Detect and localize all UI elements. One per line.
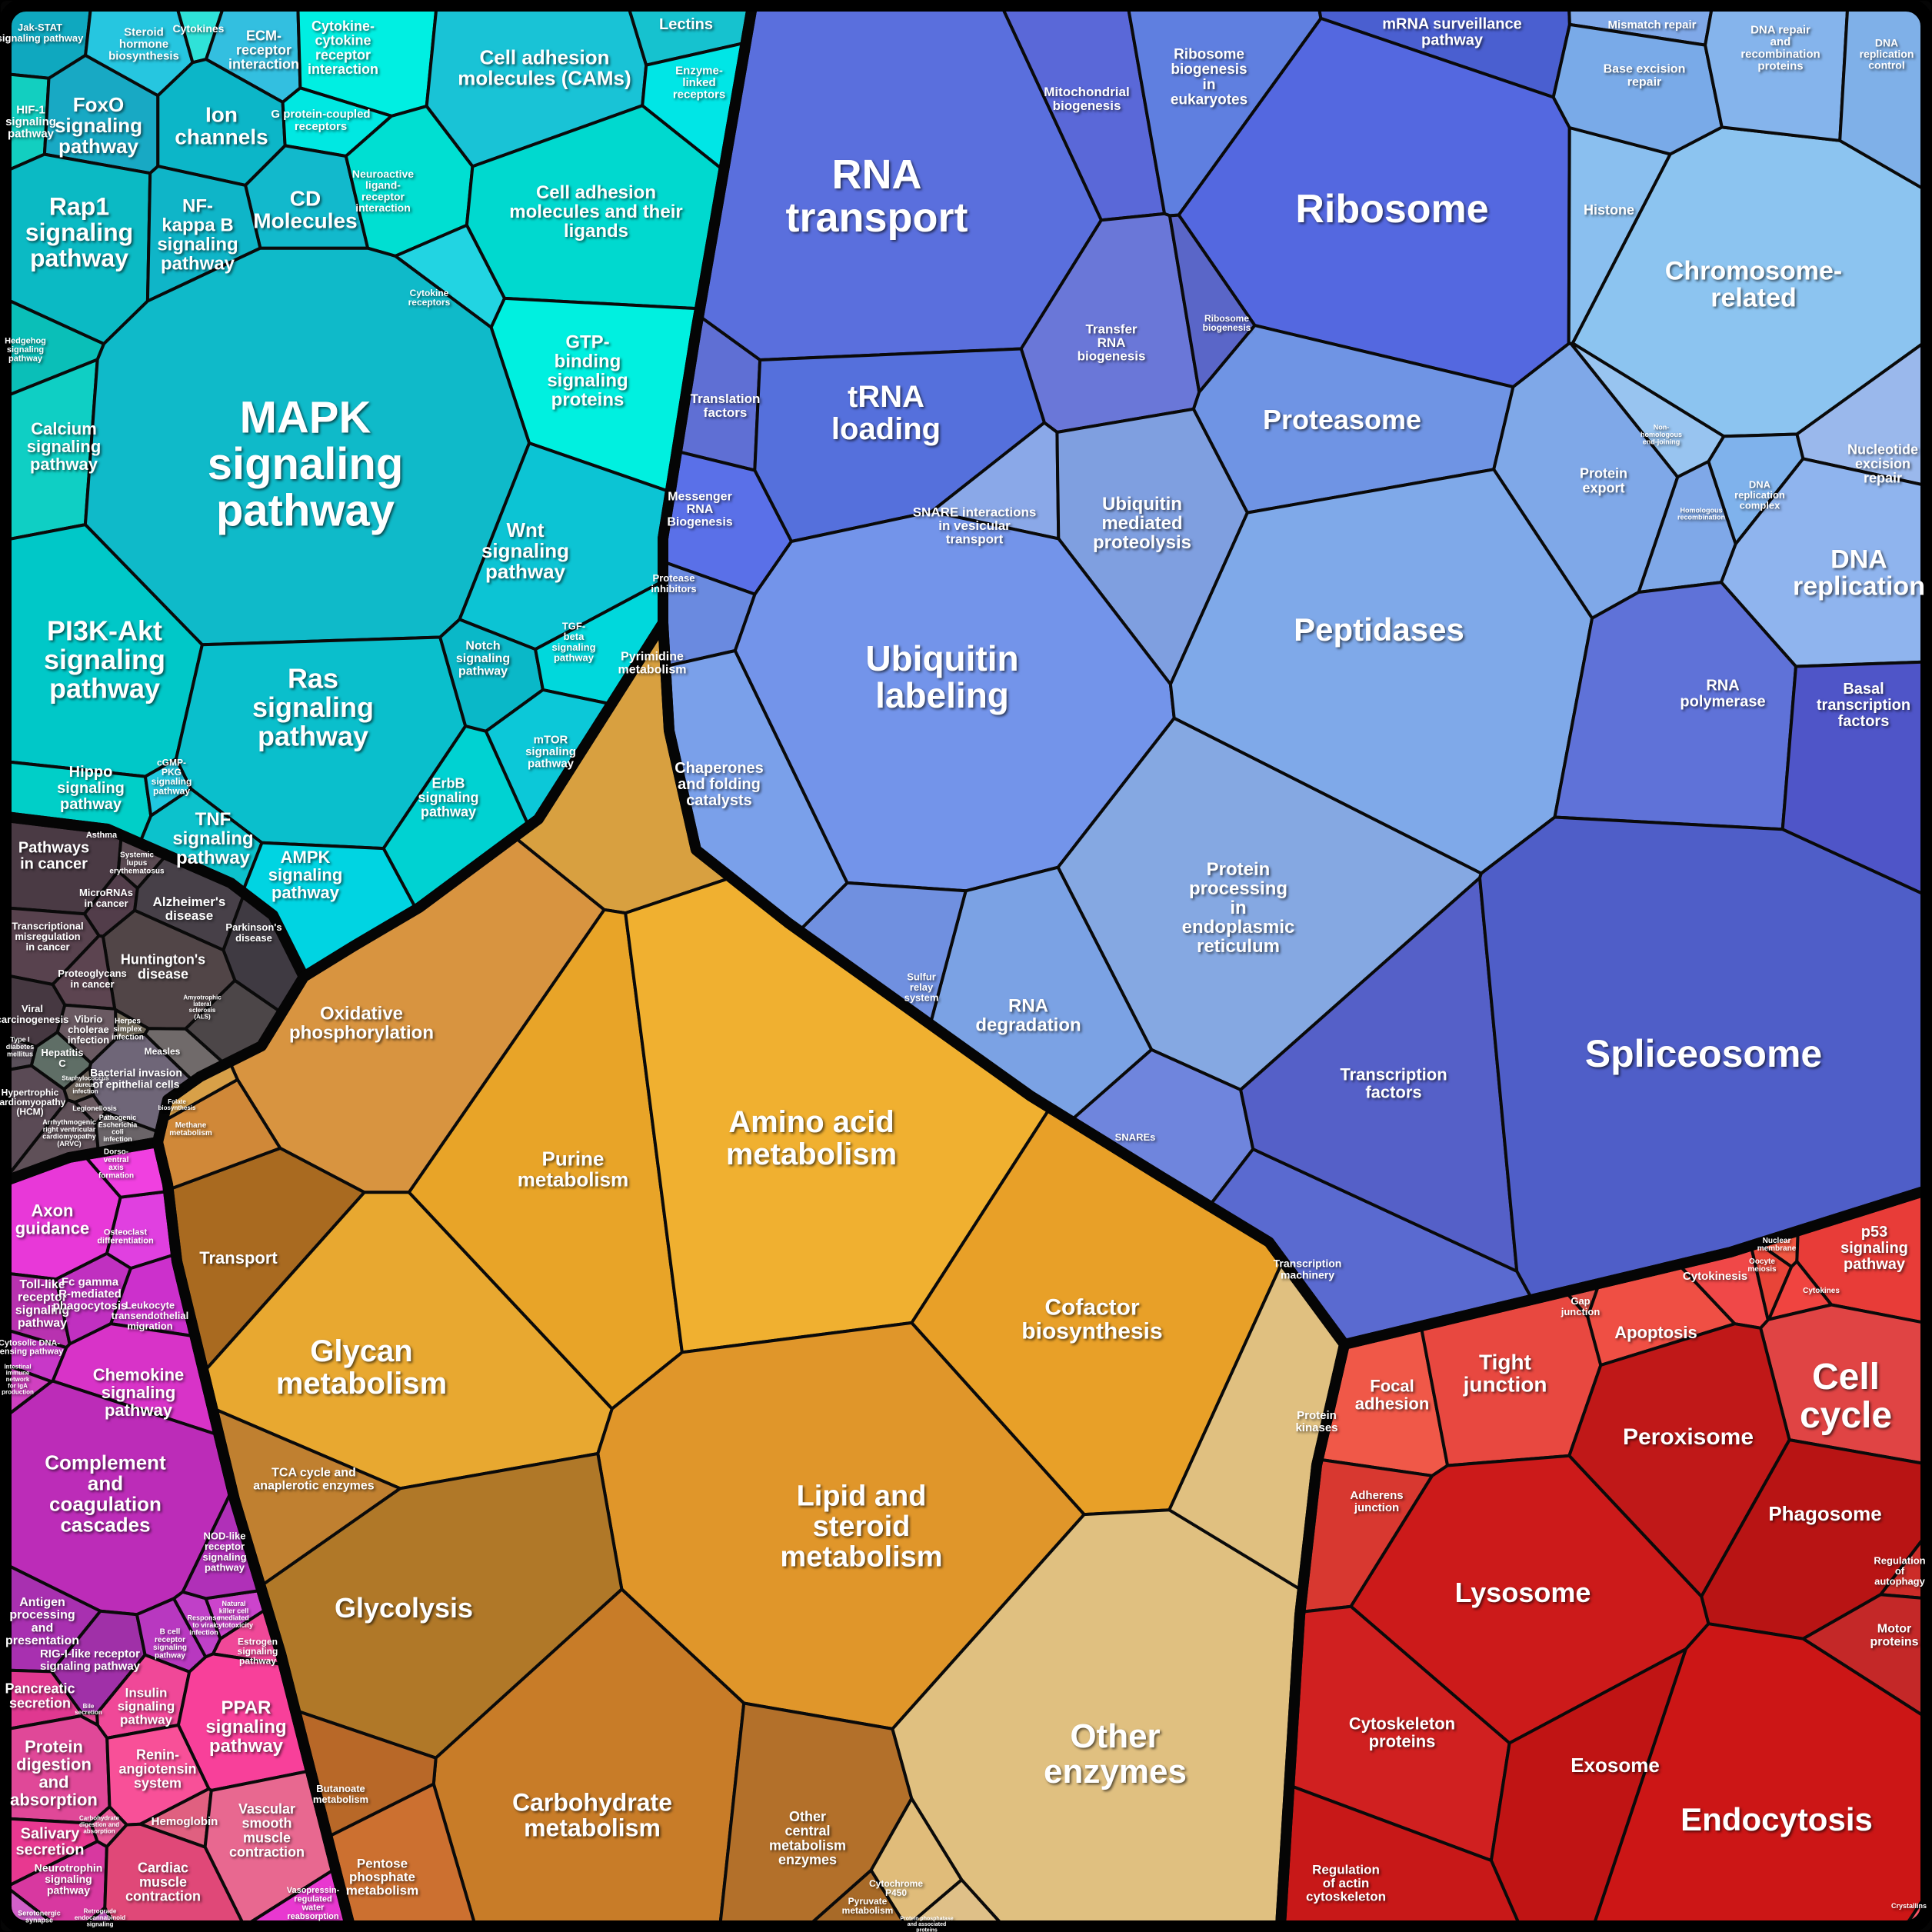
cells — [5, 5, 1927, 1927]
cell-mapk-signaling-pathway[interactable] — [83, 246, 531, 647]
cell-protein-digestion-and-absorption[interactable] — [5, 1714, 112, 1825]
cell-dna-repair-and-recombination-proteins[interactable] — [1704, 5, 1850, 142]
